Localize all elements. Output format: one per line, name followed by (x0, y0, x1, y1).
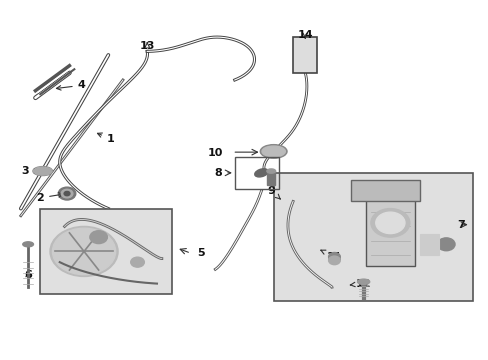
Circle shape (328, 256, 340, 265)
Text: 10: 10 (207, 148, 222, 158)
Text: 6: 6 (24, 270, 32, 280)
Ellipse shape (33, 167, 52, 175)
Ellipse shape (260, 145, 286, 158)
Text: 9: 9 (267, 186, 280, 199)
Text: 3: 3 (21, 166, 39, 176)
Ellipse shape (266, 169, 275, 173)
Text: 8: 8 (214, 168, 222, 178)
Bar (234, 157, 278, 189)
Circle shape (61, 189, 73, 198)
Ellipse shape (254, 169, 268, 177)
Circle shape (370, 208, 409, 237)
Text: 1: 1 (97, 133, 114, 144)
Bar (40, 208, 171, 294)
Text: 7: 7 (456, 220, 464, 230)
Circle shape (437, 238, 454, 251)
Ellipse shape (262, 146, 285, 157)
Bar (419, 234, 438, 255)
Bar (351, 180, 419, 202)
Text: 14: 14 (297, 30, 312, 40)
Circle shape (130, 257, 144, 267)
Circle shape (50, 226, 118, 276)
Bar (267, 171, 275, 185)
Ellipse shape (33, 167, 52, 176)
Bar (292, 37, 317, 73)
Circle shape (328, 252, 340, 261)
Circle shape (52, 228, 116, 275)
Text: 2: 2 (36, 193, 63, 203)
Text: 11: 11 (320, 250, 342, 262)
Text: 12: 12 (349, 279, 370, 289)
Circle shape (64, 192, 70, 196)
Ellipse shape (23, 242, 33, 247)
Text: 4: 4 (56, 80, 85, 90)
Text: 5: 5 (197, 248, 204, 258)
Circle shape (90, 231, 107, 244)
Bar (366, 187, 414, 266)
Bar (273, 173, 472, 301)
Circle shape (375, 212, 404, 234)
Text: 13: 13 (139, 41, 155, 51)
Circle shape (58, 187, 76, 200)
Ellipse shape (357, 279, 369, 284)
